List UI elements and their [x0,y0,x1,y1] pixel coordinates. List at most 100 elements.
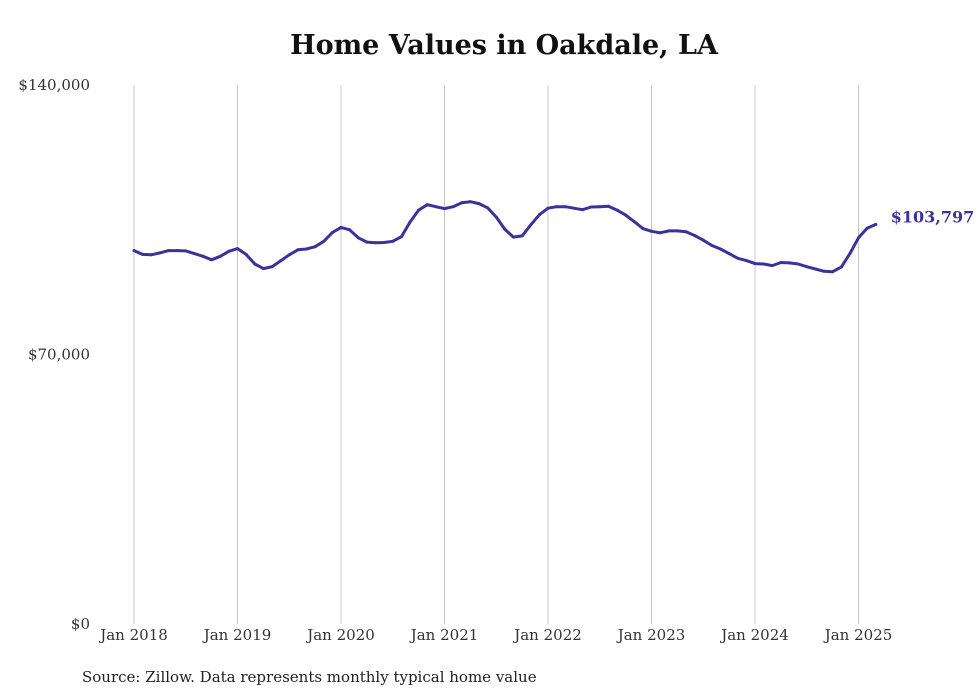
y-tick-label: $140,000 [18,76,90,94]
y-axis-tick-labels: $0 $70,000 $140,000 [18,76,90,633]
data-point [391,239,395,243]
data-point [330,231,334,234]
data-point [382,241,386,244]
data-point [606,204,610,208]
data-point [641,227,645,231]
x-tick-label: Jan 2020 [305,626,375,644]
data-point [727,252,731,256]
data-point [399,235,403,239]
end-value-label: $103,797 [891,207,975,226]
data-point [779,261,783,264]
data-point [443,207,446,211]
x-tick-label: Jan 2025 [823,626,893,644]
data-point [365,240,369,244]
x-tick-label: Jan 2024 [719,626,789,644]
data-point [546,206,550,210]
x-axis-tick-labels: Jan 2018 Jan 2019 Jan 2020 Jan 2021 Jan 2022… [98,626,892,644]
data-point [805,265,809,269]
data-point [468,200,472,204]
data-point [822,269,826,273]
data-point [425,203,429,207]
data-point [736,256,740,260]
data-point [322,239,326,243]
data-point [339,225,343,229]
x-tick-label: Jan 2018 [98,626,168,644]
data-point [650,229,653,233]
x-tick-label: Jan 2023 [616,626,686,644]
data-point [684,230,688,234]
data-point [460,201,464,205]
data-point [624,213,628,217]
vertical-gridlines [133,85,859,624]
data-point [632,220,636,224]
data-point [520,234,524,238]
data-point [675,229,679,233]
data-point [279,259,283,263]
x-tick-label: Jan 2021 [409,626,479,644]
data-point [693,234,697,237]
data-point [658,231,662,235]
data-point [253,262,257,266]
data-point [477,202,481,206]
data-point [305,247,308,251]
data-point [753,262,757,266]
data-point [512,235,515,239]
data-point [701,238,705,242]
data-point [615,208,619,212]
data-point [874,222,878,226]
data-point [572,206,576,210]
data-point [503,227,507,231]
data-point [210,258,214,262]
data-point [167,249,170,253]
home-value-line [132,200,878,274]
data-point [744,259,748,263]
data-point [537,213,541,217]
data-point [356,236,360,240]
data-point [719,247,722,251]
data-point [598,205,602,209]
chart-title: Home Values in Oakdale, LA [290,30,718,61]
data-point [132,249,136,253]
data-point [839,265,843,269]
data-point [589,205,593,209]
data-point [451,205,455,209]
data-point [770,264,774,268]
data-point [848,252,852,256]
data-point [857,236,860,240]
data-point [236,247,239,251]
data-points [132,200,878,274]
data-point [796,262,800,266]
data-point [563,205,567,209]
data-point [158,251,162,255]
y-tick-label: $70,000 [28,346,90,364]
data-point [529,223,533,227]
data-point [141,252,145,256]
data-point [313,245,317,249]
x-tick-label: Jan 2019 [202,626,272,644]
data-point [296,248,300,252]
data-point [192,252,196,256]
data-point [287,253,291,257]
data-point [788,261,791,265]
data-point [348,228,352,232]
data-point [831,270,835,274]
x-tick-label: Jan 2022 [512,626,582,644]
data-point [184,249,188,253]
data-point [201,254,205,258]
y-tick-label: $0 [71,615,90,633]
data-point [555,205,559,209]
data-point [149,253,153,257]
data-point [710,244,714,247]
data-point [417,208,421,212]
data-point [762,262,766,266]
data-point [667,229,671,233]
data-point [865,226,869,230]
data-point [408,220,412,224]
source-note: Source: Zillow. Data represents monthly … [82,668,537,686]
data-point [813,267,817,271]
data-point [244,252,248,256]
data-point [270,265,274,269]
data-point [175,249,179,253]
data-point [494,215,498,219]
